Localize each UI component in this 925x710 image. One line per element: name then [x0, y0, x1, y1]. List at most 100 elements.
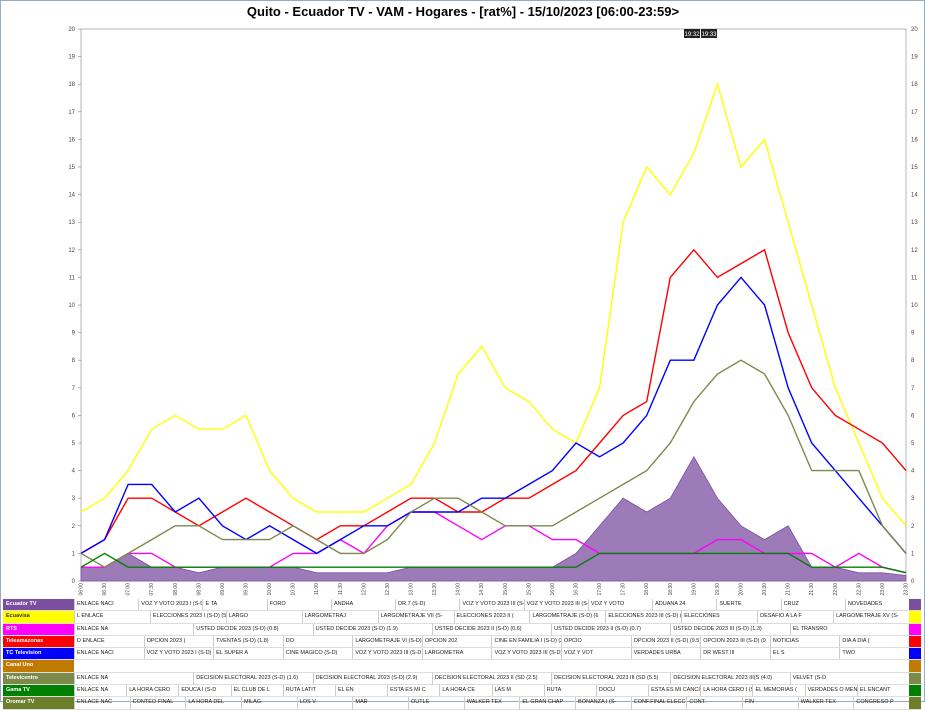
y-tick-label-right: 12 [911, 248, 918, 254]
channel-row: Oromar TV ENLACE NAC CONTEO FINAL LA HORA D… [3, 697, 921, 710]
program: DESAFIO A LA F [757, 611, 833, 623]
program: E TA [202, 599, 266, 611]
y-tick-label: 11 [69, 275, 76, 281]
x-tick-label: 19:30 [715, 583, 721, 596]
program: EL TRANSRO [789, 623, 909, 635]
program: VERDADES URBA [630, 648, 701, 660]
program: DR WEST III [700, 648, 770, 660]
channel-row: Canal Uno [3, 660, 921, 673]
program: ADUANA 24 [652, 599, 716, 611]
program-list [74, 660, 909, 671]
y-tick-label: 17 [68, 110, 75, 116]
program: FORO [266, 599, 331, 611]
x-tick-label: 10:30 [291, 583, 297, 596]
program: USTED DECIDE 2023 II (S-D) (0.7) [551, 623, 670, 635]
channel-name: Ecuador TV [3, 599, 74, 611]
program: EL S [769, 648, 840, 660]
program: VOZ Y VOTO 2023 III (S-D [352, 648, 422, 660]
x-tick-label: 12:00 [361, 583, 367, 596]
program: LA HORA CERO I (S-D) (0.7) [700, 685, 752, 697]
program: ESTA ES MI CANCIO [648, 685, 700, 697]
x-tick-label: 20:30 [762, 583, 768, 596]
y-tick-label: 15 [68, 165, 75, 171]
program: TWO [839, 648, 909, 660]
program: LA HORA DEL [185, 697, 241, 709]
program: ENLACE NACI [74, 599, 138, 611]
y-tick-label-right: 18 [911, 82, 918, 88]
y-tick-label: 4 [72, 469, 76, 475]
channel-row: Gama TV ENLACE NA LA HORA CERO EDUCA I (S-D… [3, 685, 921, 698]
y-tick-label-right: 3 [911, 496, 915, 502]
program: EL MEMORIAS ( [752, 685, 804, 697]
program: OPCION 2023 II (S-D) (9.5) [630, 635, 700, 648]
program: VOZ Y VOTO 2023 III (S-D) (2.3) [523, 599, 588, 611]
cursor-tag [701, 29, 717, 38]
y-tick-label: 12 [68, 248, 75, 254]
x-tick-label: 11:00 [314, 583, 320, 595]
y-tick-label-right: 20 [911, 27, 918, 33]
channel-row: Ecuavisa L ENLACE ELECCIONES 2023 I (S-D) … [3, 611, 921, 624]
program: MAR [352, 697, 408, 709]
program: EL ENCANT [856, 685, 909, 697]
program: LA HORA CERO [126, 685, 178, 697]
y-tick-label: 5 [72, 441, 76, 447]
y-tick-label-right: 17 [911, 110, 918, 116]
program: LARGOMETRAJE VI (S-D) (2.4) [352, 635, 422, 648]
y-tick-label: 18 [68, 82, 75, 88]
channel-color [909, 672, 921, 685]
plot-area [80, 28, 907, 582]
program: ELECCIONES 2023 II ( [453, 611, 530, 623]
y-tick-label-right: 0 [911, 579, 915, 585]
y-tick-label-right: 16 [911, 137, 918, 143]
program: WALKER TEX [463, 697, 520, 709]
program: OPCION 202 [421, 635, 492, 648]
program-list: ENLACE NA DECISION ELECTORAL 2023 (S-D) (… [74, 672, 909, 685]
x-tick-label: 15:00 [503, 583, 509, 596]
y-tick-label-right: 10 [911, 303, 918, 309]
cursor-label: 19:32 [684, 32, 700, 38]
channel-name: Gama TV [3, 685, 74, 697]
channel-row: Ecuador TV ENLACE NACI VOZ Y VOTO 2023 I (… [3, 599, 921, 612]
program: LA HORA CE [439, 685, 491, 697]
y-tick-label-right: 19 [911, 55, 918, 61]
program: BONANZA I (S- [575, 697, 631, 709]
y-tick-label-right: 9 [911, 331, 915, 337]
y-tick-label: 13 [68, 220, 75, 226]
program: VERDADES O MENTIRAS (S [804, 685, 857, 697]
program: D ENLACE [74, 635, 144, 648]
y-tick-label: 16 [68, 137, 75, 143]
program: CRUZ [780, 599, 845, 611]
y-tick-label-right: 2 [911, 524, 915, 530]
program: CONTEO FINAL [129, 697, 186, 709]
channel-name: Teleamazonas [3, 635, 74, 648]
program-list: ENLACE NAC CONTEO FINAL LA HORA DEL MILAG LO… [74, 697, 909, 709]
x-tick-label: 08:30 [196, 583, 202, 596]
x-tick-label: 13:00 [409, 583, 415, 596]
program: VELVET (S-D [789, 672, 909, 685]
program: NOVEDADES [844, 599, 909, 611]
channel-name: Canal Uno [3, 660, 74, 672]
program: DR.7 (S-D) [395, 599, 459, 611]
x-tick-label: 17:30 [621, 583, 627, 596]
y-tick-label-right: 15 [911, 165, 918, 171]
program: DIA A DIA ( [839, 635, 909, 648]
channel-color [909, 599, 921, 611]
x-tick-label: 14:00 [456, 583, 462, 596]
program: CINE MAGICO (S-D) [282, 648, 353, 660]
channel-row: Televicentro ENLACE NA DECISION ELECTORAL … [3, 672, 921, 686]
program: ESTA ES MI C [387, 685, 439, 697]
program: EL CLUB DE L [230, 685, 283, 697]
program: CONT. [686, 697, 742, 709]
program: DO [282, 635, 353, 648]
x-tick-label: 11:30 [338, 583, 344, 595]
x-tick-label: 18:00 [644, 583, 650, 596]
x-tick-label: 23:30 [904, 583, 910, 596]
program: WALKER TEX [797, 697, 854, 709]
program: CINE EN FAMILIA I (S-D) (2.2) [491, 635, 561, 648]
program: NOTICIAS [769, 635, 840, 648]
program: ELECCIONES 2023 I (S-D) (5.0) [149, 611, 226, 623]
x-tick-label: 18:30 [668, 583, 674, 596]
series-line [80, 552, 907, 574]
